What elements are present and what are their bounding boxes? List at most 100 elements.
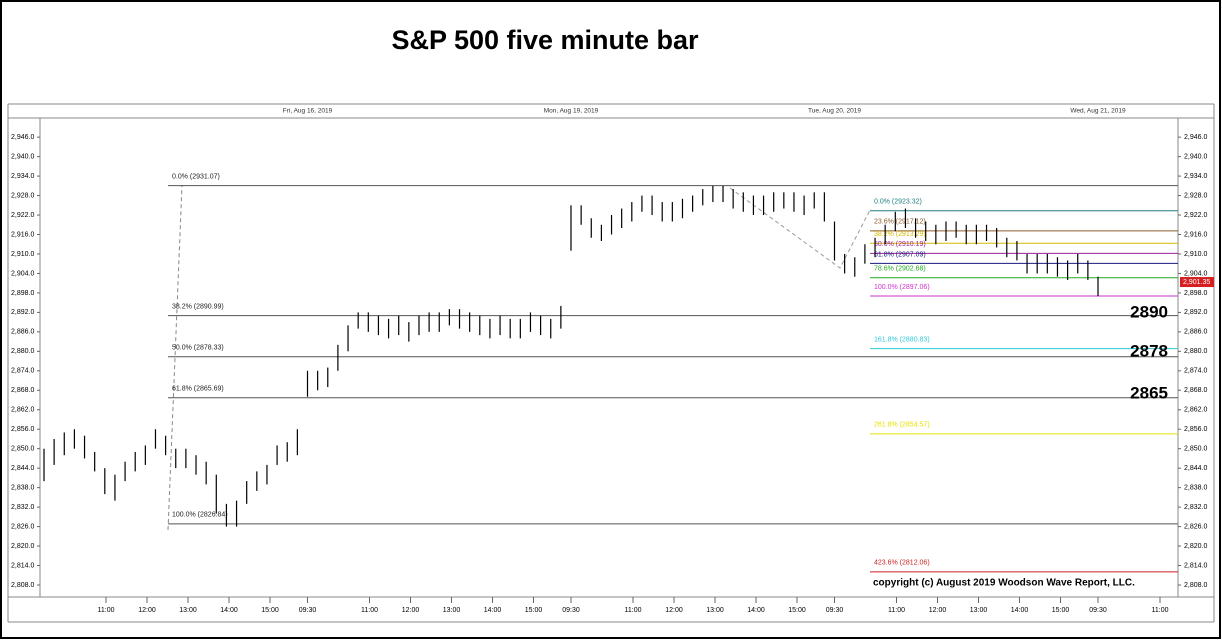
fib-label: 78.6% (2902.68) <box>874 266 926 273</box>
x-tick-label: 13:00 <box>179 607 197 614</box>
x-tick-label: 11:00 <box>1152 607 1169 614</box>
last-price-box <box>1180 277 1214 288</box>
x-tick-label: 13:00 <box>443 607 461 614</box>
level-annotation: 2890 <box>1130 302 1168 321</box>
y-tick-label: 2,934.0 <box>1184 173 1207 180</box>
y-tick-label: 2,820.0 <box>1184 543 1207 550</box>
x-tick-label: 11:00 <box>98 607 115 614</box>
y-tick-label: 2,928.0 <box>11 192 34 199</box>
level-annotation: 2865 <box>1130 383 1168 402</box>
y-tick-label: 2,880.0 <box>11 348 34 355</box>
y-tick-label: 2,862.0 <box>1184 407 1207 414</box>
y-tick-label: 2,934.0 <box>11 173 34 180</box>
y-tick-label: 2,874.0 <box>11 368 34 375</box>
y-tick-label: 2,844.0 <box>1184 465 1207 472</box>
y-tick-label: 2,898.0 <box>11 290 34 297</box>
y-tick-label: 2,856.0 <box>1184 426 1207 433</box>
y-tick-label: 2,892.0 <box>1184 309 1207 316</box>
y-tick-label: 2,826.0 <box>1184 523 1207 530</box>
x-tick-label: 15:00 <box>788 607 806 614</box>
fib-label: 423.6% (2812.06) <box>874 560 930 567</box>
fib-label: 100.0% (2897.06) <box>874 284 930 291</box>
x-tick-label: 15:00 <box>261 607 279 614</box>
y-tick-label: 2,844.0 <box>11 465 34 472</box>
y-tick-label: 2,820.0 <box>11 543 34 550</box>
x-tick-label: 09:30 <box>562 607 580 614</box>
y-tick-label: 2,940.0 <box>1184 153 1207 160</box>
y-tick-label: 2,886.0 <box>1184 329 1207 336</box>
x-tick-label: 14:00 <box>747 607 765 614</box>
y-tick-label: 2,838.0 <box>11 484 34 491</box>
x-tick-label: 14:00 <box>1011 607 1029 614</box>
level-annotation: 2878 <box>1130 341 1168 360</box>
y-tick-label: 2,850.0 <box>1184 446 1207 453</box>
fib-label: 61.8% (2907.09) <box>874 251 926 258</box>
chart-title: S&P 500 five minute bar <box>391 25 699 55</box>
fib-label: 161.8% (2880.83) <box>874 336 930 343</box>
x-tick-label: 14:00 <box>484 607 502 614</box>
y-tick-label: 2,814.0 <box>1184 562 1207 569</box>
y-tick-label: 2,868.0 <box>1184 387 1207 394</box>
x-tick-label: 09:30 <box>826 607 844 614</box>
trend-line <box>729 187 871 269</box>
y-tick-label: 2,832.0 <box>1184 504 1207 511</box>
fib-label: 61.8% (2865.69) <box>172 386 224 393</box>
y-tick-label: 2,898.0 <box>1184 290 1207 297</box>
y-tick-label: 2,826.0 <box>11 523 34 530</box>
fib-label: 0.0% (2923.32) <box>874 199 922 206</box>
x-tick-label: 12:00 <box>929 607 947 614</box>
y-tick-label: 2,862.0 <box>11 407 34 414</box>
y-tick-label: 2,916.0 <box>1184 231 1207 238</box>
y-tick-label: 2,868.0 <box>11 387 34 394</box>
y-tick-label: 2,880.0 <box>1184 348 1207 355</box>
date-label: Wed, Aug 21, 2019 <box>1070 108 1126 115</box>
y-tick-label: 2,856.0 <box>11 426 34 433</box>
y-tick-label: 2,946.0 <box>1184 134 1207 141</box>
x-tick-label: 09:30 <box>1089 607 1107 614</box>
x-tick-label: 11:00 <box>361 607 378 614</box>
x-tick-label: 11:00 <box>888 607 905 614</box>
y-tick-label: 2,808.0 <box>11 582 34 589</box>
y-tick-label: 2,928.0 <box>1184 192 1207 199</box>
y-tick-label: 2,916.0 <box>11 231 34 238</box>
x-tick-label: 11:00 <box>625 607 642 614</box>
trend-line <box>167 184 183 531</box>
x-tick-label: 14:00 <box>220 607 238 614</box>
y-tick-label: 2,838.0 <box>1184 484 1207 491</box>
fib-label: 50.0% (2910.19) <box>874 241 926 248</box>
x-tick-label: 15:00 <box>525 607 543 614</box>
x-tick-label: 09:30 <box>299 607 317 614</box>
date-label: Tue, Aug 20, 2019 <box>808 108 861 115</box>
copyright: copyright (c) August 2019 Woodson Wave R… <box>873 578 1135 589</box>
y-tick-label: 2,832.0 <box>11 504 34 511</box>
y-tick-label: 2,940.0 <box>11 153 34 160</box>
y-tick-label: 2,910.0 <box>1184 251 1207 258</box>
x-tick-label: 13:00 <box>970 607 988 614</box>
last-price-label: 2,901.35 <box>1183 279 1210 286</box>
y-tick-label: 2,946.0 <box>11 134 34 141</box>
x-tick-label: 15:00 <box>1052 607 1070 614</box>
y-tick-label: 2,886.0 <box>11 329 34 336</box>
y-tick-label: 2,892.0 <box>11 309 34 316</box>
fib-label: 38.2% (2890.99) <box>172 304 224 311</box>
y-tick-label: 2,922.0 <box>1184 212 1207 219</box>
date-label: Fri, Aug 16, 2019 <box>283 108 333 115</box>
fib-label: 50.0% (2878.33) <box>172 345 224 352</box>
y-tick-label: 2,850.0 <box>11 446 34 453</box>
x-tick-label: 12:00 <box>402 607 420 614</box>
fib-label: 38.2% (2913.29) <box>874 231 926 238</box>
y-tick-label: 2,808.0 <box>1184 582 1207 589</box>
y-tick-label: 2,904.0 <box>11 270 34 277</box>
fib-label: 0.0% (2931.07) <box>172 173 220 180</box>
y-tick-label: 2,910.0 <box>11 251 34 258</box>
y-tick-label: 2,814.0 <box>11 562 34 569</box>
y-tick-label: 2,904.0 <box>1184 270 1207 277</box>
y-tick-label: 2,874.0 <box>1184 368 1207 375</box>
x-tick-label: 12:00 <box>665 607 683 614</box>
fib-label: 23.6% (2917.12) <box>874 219 926 226</box>
fib-label: 261.8% (2854.57) <box>874 422 930 429</box>
date-label: Mon, Aug 19, 2019 <box>544 108 599 115</box>
x-tick-label: 13:00 <box>706 607 724 614</box>
